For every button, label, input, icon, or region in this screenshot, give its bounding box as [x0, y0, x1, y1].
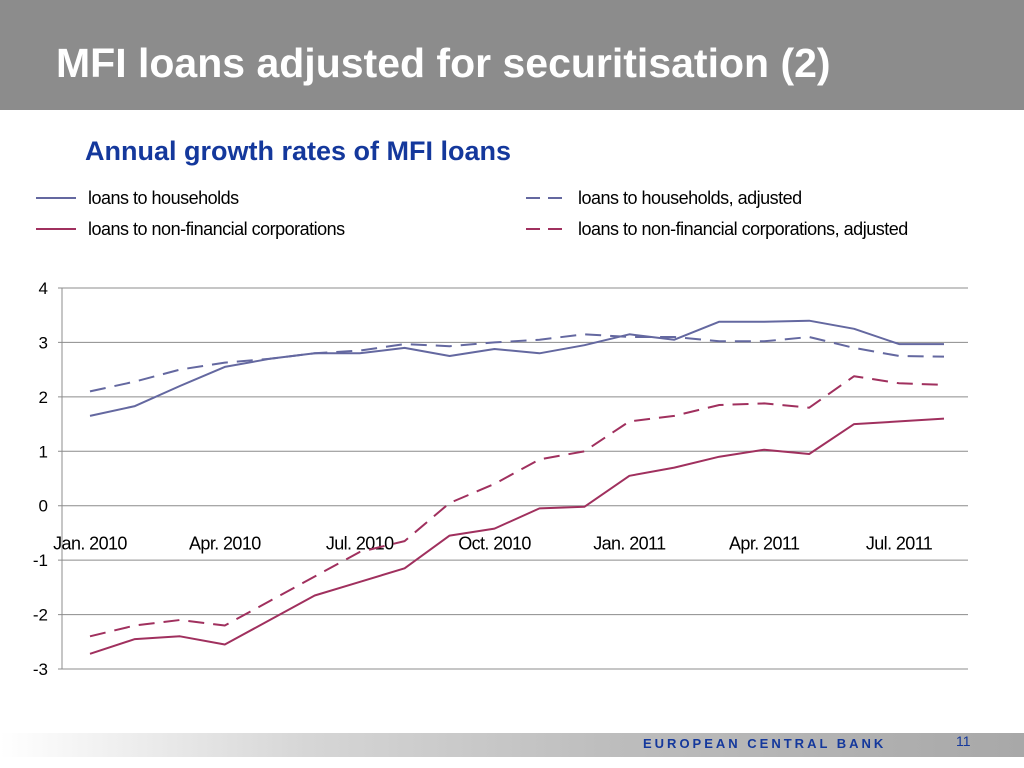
- y-tick-label: 0: [39, 497, 48, 516]
- chart-title: Annual growth rates of MFI loans: [85, 136, 512, 166]
- y-tick-label: -3: [33, 660, 48, 679]
- x-tick-label: Jan. 2010: [53, 534, 127, 554]
- series-line-corporations: [89, 417, 945, 655]
- x-tick-label: Jul. 2011: [866, 534, 933, 554]
- slide-title: MFI loans adjusted for securitisation (2…: [56, 40, 831, 86]
- x-tick-label: Jul. 2010: [326, 534, 394, 554]
- y-tick-label: -1: [33, 551, 48, 570]
- x-tick-label: Oct. 2010: [458, 534, 531, 554]
- x-tick-label: Jan. 2011: [593, 534, 666, 554]
- line-chart: -3 -2 -1 0 1 2 3 4 Jan. 2010 Apr. 2010 Jul. 2010 Oc…: [33, 279, 968, 679]
- series-line-households: [89, 319, 944, 417]
- y-tick-label: 2: [39, 388, 48, 407]
- series-line-corporations-adjusted: [89, 375, 945, 638]
- y-tick-label: 4: [39, 279, 48, 298]
- y-tick-label: 3: [39, 333, 48, 352]
- title-bar: [0, 0, 1024, 110]
- footer-bar: [0, 733, 1024, 757]
- x-tick-label: Apr. 2010: [189, 534, 261, 554]
- footer-org-name: EUROPEAN CENTRAL BANK: [643, 736, 887, 751]
- x-tick-label: Apr. 2011: [729, 534, 800, 554]
- y-tick-label: 1: [39, 442, 48, 461]
- series-line-households-adjusted: [89, 333, 945, 393]
- page-number: 11: [956, 733, 971, 749]
- y-tick-label: -2: [33, 606, 48, 625]
